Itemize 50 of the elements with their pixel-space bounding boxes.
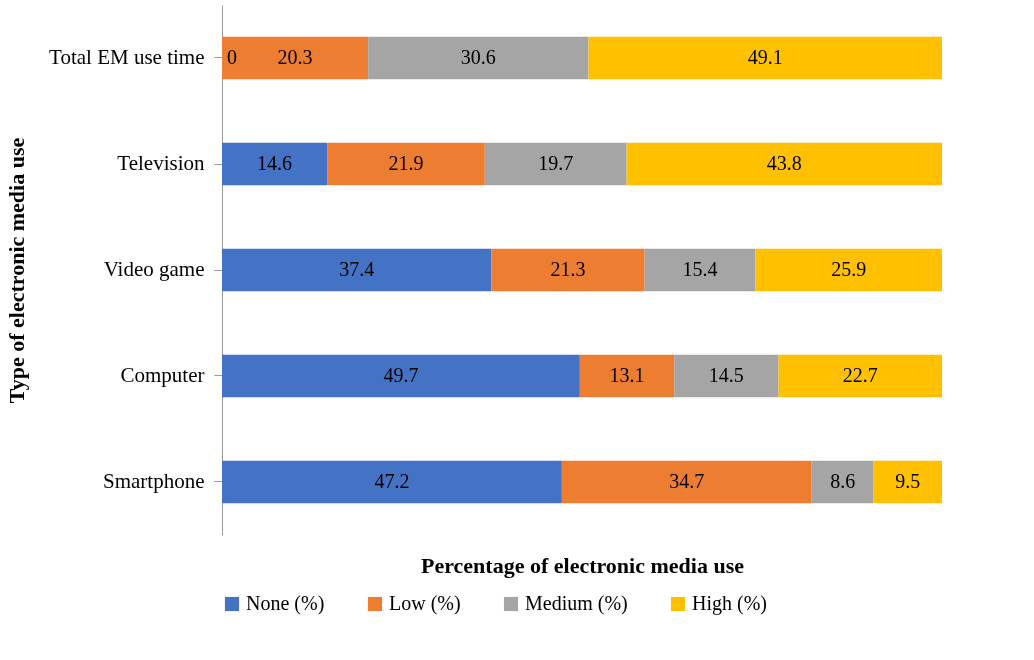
y-tick-label: Computer bbox=[120, 363, 205, 387]
data-label: 34.7 bbox=[669, 470, 705, 492]
annotation: 0 bbox=[227, 46, 237, 68]
data-label: 49.7 bbox=[383, 364, 419, 386]
legend-label: None (%) bbox=[246, 592, 325, 615]
bar bbox=[626, 142, 942, 186]
y-axis-title: Type of electronic media use bbox=[4, 137, 30, 404]
bar bbox=[222, 354, 580, 398]
bar bbox=[222, 460, 562, 504]
bar bbox=[491, 248, 645, 292]
bar bbox=[778, 354, 942, 398]
data-label: 22.7 bbox=[842, 364, 878, 386]
bar bbox=[222, 36, 369, 80]
data-label: 37.4 bbox=[339, 258, 375, 280]
data-label: 14.5 bbox=[708, 364, 744, 386]
data-label: 21.9 bbox=[388, 152, 424, 174]
bar bbox=[588, 36, 942, 80]
bar bbox=[327, 142, 485, 186]
bar bbox=[222, 142, 328, 186]
bar bbox=[368, 36, 589, 80]
bar bbox=[811, 460, 874, 504]
bar bbox=[579, 354, 675, 398]
data-label: 47.2 bbox=[374, 470, 410, 492]
y-tick-label: Video game bbox=[103, 257, 205, 281]
y-tick-label: Total EM use time bbox=[49, 45, 205, 69]
data-label: 30.6 bbox=[460, 46, 496, 68]
data-label: 21.3 bbox=[550, 258, 586, 280]
data-label: 43.8 bbox=[766, 152, 802, 174]
legend-label: High (%) bbox=[692, 592, 767, 615]
legend-label: Medium (%) bbox=[525, 592, 628, 615]
data-label: 49.1 bbox=[747, 46, 783, 68]
y-tick-label: Television bbox=[117, 151, 205, 175]
data-label: 9.5 bbox=[895, 470, 921, 492]
y-tick-label: Smartphone bbox=[103, 469, 205, 493]
data-label: 25.9 bbox=[831, 258, 867, 280]
data-label: 13.1 bbox=[609, 364, 645, 386]
bar bbox=[561, 460, 812, 504]
legend-label: Low (%) bbox=[389, 592, 461, 615]
data-label: 15.4 bbox=[682, 258, 718, 280]
data-label: 19.7 bbox=[538, 152, 574, 174]
x-axis-title: Percentage of electronic media use bbox=[421, 552, 745, 578]
bar bbox=[873, 460, 942, 504]
data-label: 8.6 bbox=[830, 470, 856, 492]
bar bbox=[222, 248, 492, 292]
bar bbox=[484, 142, 627, 186]
data-label: 20.3 bbox=[277, 46, 313, 68]
bar bbox=[755, 248, 942, 292]
bar bbox=[644, 248, 756, 292]
data-label: 14.6 bbox=[257, 152, 293, 174]
bar bbox=[674, 354, 779, 398]
